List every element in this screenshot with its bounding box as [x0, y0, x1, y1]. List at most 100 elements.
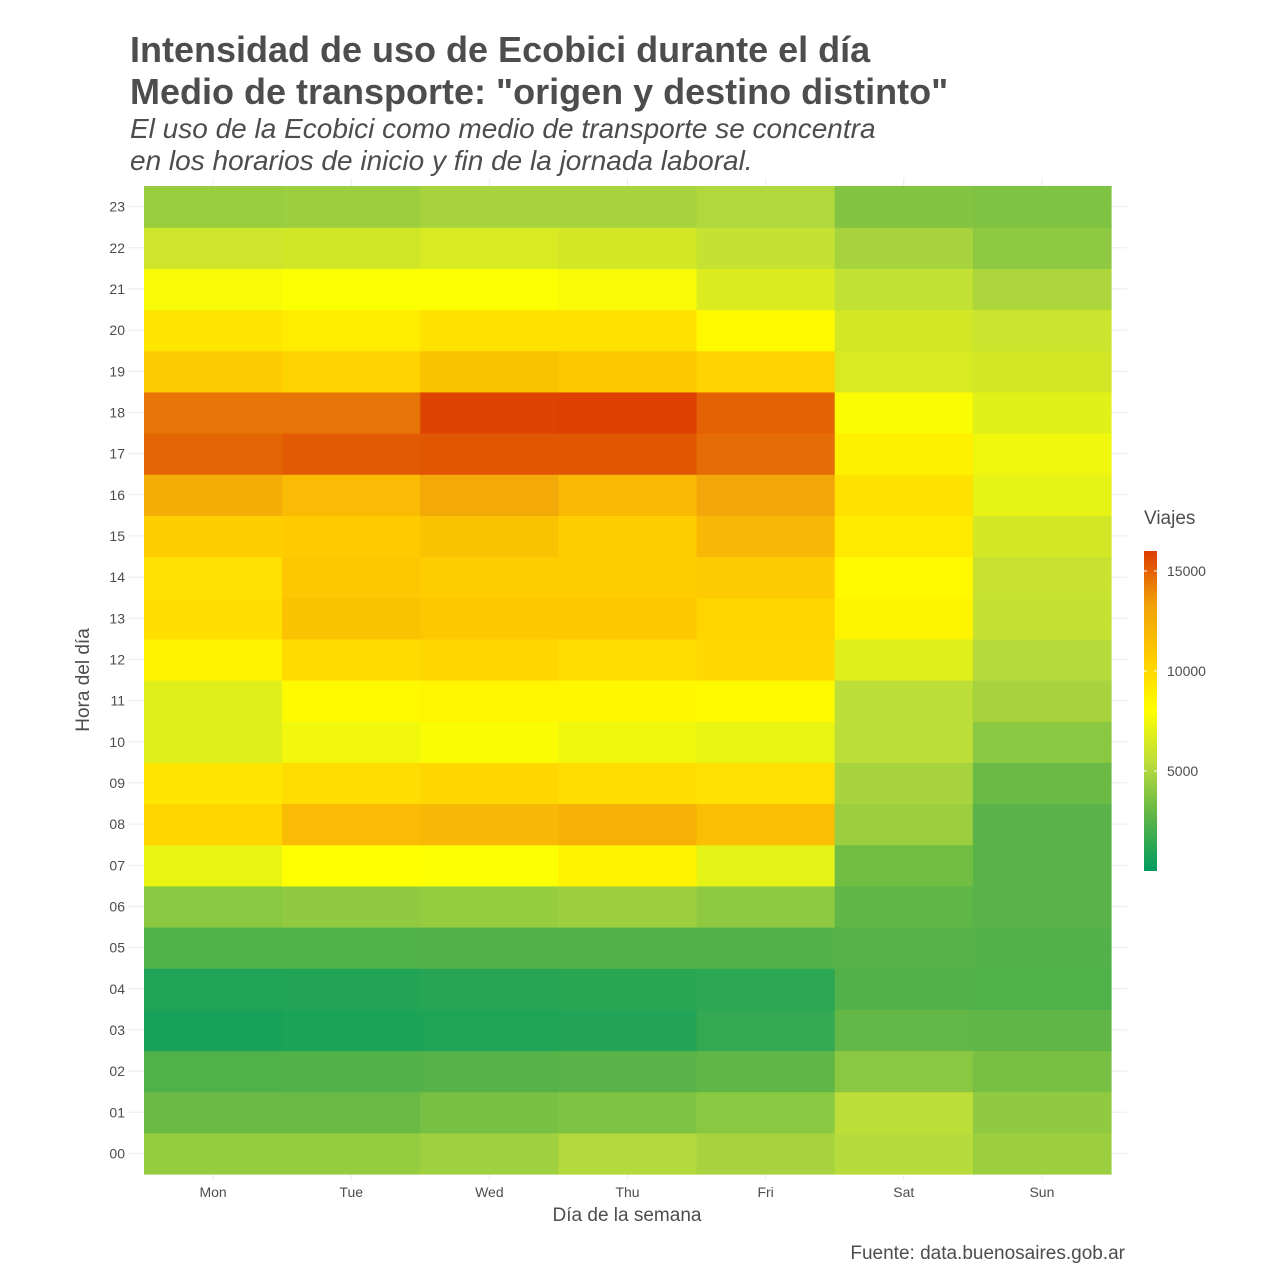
heatmap-cell-tue-18 — [282, 391, 421, 434]
heatmap-cell-sun-11 — [972, 680, 1112, 722]
heatmap-cell-mon-18 — [144, 391, 283, 434]
heatmap-cell-wed-22 — [420, 227, 560, 269]
heatmap-cell-tue-19 — [282, 350, 421, 393]
heatmap-cell-mon-09 — [144, 762, 283, 805]
heatmap-cell-sun-14 — [972, 556, 1112, 599]
heatmap-cell-fri-16 — [696, 474, 836, 516]
y-tick-label: 06 — [109, 898, 125, 914]
heatmap-cell-fri-15 — [696, 515, 836, 558]
heatmap-cell-wed-00 — [420, 1132, 560, 1175]
heatmap-cell-fri-23 — [696, 186, 836, 228]
heatmap-cell-mon-16 — [144, 474, 283, 516]
heatmap-cell-wed-03 — [420, 1009, 560, 1052]
heatmap-cell-mon-11 — [144, 680, 283, 722]
heatmap-cell-wed-09 — [420, 762, 560, 805]
heatmap-cell-thu-19 — [558, 350, 698, 393]
heatmap-cell-fri-02 — [696, 1050, 836, 1093]
caption: Fuente: data.buenosaires.gob.ar — [850, 1243, 1125, 1264]
heatmap-cell-fri-18 — [696, 391, 836, 434]
heatmap-cell-thu-03 — [558, 1009, 698, 1052]
heatmap-cell-thu-18 — [558, 391, 698, 434]
heatmap-cell-wed-20 — [420, 309, 560, 352]
y-tick-label: 22 — [109, 240, 125, 256]
heatmap-cell-sun-04 — [972, 968, 1112, 1010]
x-tick-label: Sun — [1029, 1184, 1054, 1200]
chart-title-line2: Medio de transporte: "origen y destino d… — [130, 71, 948, 112]
y-tick-label: 00 — [109, 1145, 125, 1161]
heatmap-cell-fri-10 — [696, 721, 836, 763]
legend-label: 5000 — [1167, 763, 1198, 779]
heatmap-cell-sat-04 — [834, 968, 974, 1010]
heatmap-cell-tue-03 — [282, 1009, 421, 1052]
heatmap-cell-thu-06 — [558, 885, 698, 928]
heatmap-cell-sat-19 — [834, 350, 974, 393]
heatmap-cell-wed-15 — [420, 515, 560, 558]
y-tick-label: 03 — [109, 1022, 125, 1038]
heatmap-cell-sun-19 — [972, 350, 1112, 393]
heatmap-cell-fri-00 — [696, 1132, 836, 1175]
y-tick-label: 16 — [109, 487, 125, 503]
chart-subtitle-line2: en los horarios de inicio y fin de la jo… — [130, 145, 753, 176]
heatmap-cell-tue-00 — [282, 1132, 421, 1175]
heatmap-cell-fri-14 — [696, 556, 836, 599]
y-tick-label: 23 — [109, 199, 125, 215]
heatmap-cell-wed-08 — [420, 803, 560, 846]
heatmap-cell-sun-22 — [972, 227, 1112, 269]
heatmap-cell-tue-17 — [282, 433, 421, 475]
heatmap-cell-fri-01 — [696, 1091, 836, 1134]
heatmap-cell-mon-20 — [144, 309, 283, 352]
y-axis-title: Hora del día — [73, 628, 94, 732]
heatmap-cell-thu-02 — [558, 1050, 698, 1093]
heatmap-cell-thu-05 — [558, 927, 698, 969]
heatmap-cell-sun-01 — [972, 1091, 1112, 1134]
heatmap-cell-tue-02 — [282, 1050, 421, 1093]
heatmap-cell-wed-23 — [420, 186, 560, 228]
heatmap-cell-mon-15 — [144, 515, 283, 558]
heatmap-cell-tue-23 — [282, 186, 421, 228]
x-axis-title: Día de la semana — [553, 1205, 702, 1226]
y-tick-label: 21 — [109, 281, 125, 297]
heatmap-cell-thu-08 — [558, 803, 698, 846]
heatmap-cell-tue-08 — [282, 803, 421, 846]
heatmap-cell-sun-17 — [972, 433, 1112, 475]
heatmap-cell-mon-12 — [144, 638, 283, 681]
heatmap-cell-sat-08 — [834, 803, 974, 846]
heatmap-cell-fri-08 — [696, 803, 836, 846]
heatmap-cell-fri-22 — [696, 227, 836, 269]
y-tick-label: 07 — [109, 857, 125, 873]
heatmap-cell-thu-07 — [558, 844, 698, 887]
heatmap-cell-sat-02 — [834, 1050, 974, 1093]
heatmap-cell-fri-05 — [696, 927, 836, 969]
heatmap-cell-sat-16 — [834, 474, 974, 516]
heatmap-cell-mon-00 — [144, 1132, 283, 1175]
y-tick-label: 18 — [109, 404, 125, 420]
heatmap-cell-tue-15 — [282, 515, 421, 558]
y-tick-label: 14 — [109, 569, 125, 585]
heatmap-cell-sun-23 — [972, 186, 1112, 228]
heatmap-cell-sat-12 — [834, 638, 974, 681]
heatmap-cell-mon-07 — [144, 844, 283, 887]
heatmap-cell-fri-19 — [696, 350, 836, 393]
heatmap-cell-tue-20 — [282, 309, 421, 352]
legend-label: 15000 — [1167, 563, 1206, 579]
heatmap-cell-sat-15 — [834, 515, 974, 558]
y-tick-label: 04 — [109, 981, 125, 997]
heatmap-cell-tue-04 — [282, 968, 421, 1010]
heatmap-cell-thu-20 — [558, 309, 698, 352]
y-tick-label: 10 — [109, 734, 125, 750]
heatmap-cell-sun-13 — [972, 597, 1112, 640]
heatmap-cell-thu-04 — [558, 968, 698, 1010]
heatmap-cell-mon-13 — [144, 597, 283, 640]
heatmap-cell-fri-04 — [696, 968, 836, 1010]
heatmap-cell-mon-03 — [144, 1009, 283, 1052]
heatmap-cell-tue-11 — [282, 680, 421, 722]
heatmap-cell-fri-06 — [696, 885, 836, 928]
heatmap-cell-sat-23 — [834, 186, 974, 228]
heatmap-cell-wed-19 — [420, 350, 560, 393]
heatmap-cell-fri-11 — [696, 680, 836, 722]
heatmap-cell-wed-16 — [420, 474, 560, 516]
heatmap-cell-tue-07 — [282, 844, 421, 887]
y-tick-label: 13 — [109, 610, 125, 626]
heatmap-cell-thu-22 — [558, 227, 698, 269]
